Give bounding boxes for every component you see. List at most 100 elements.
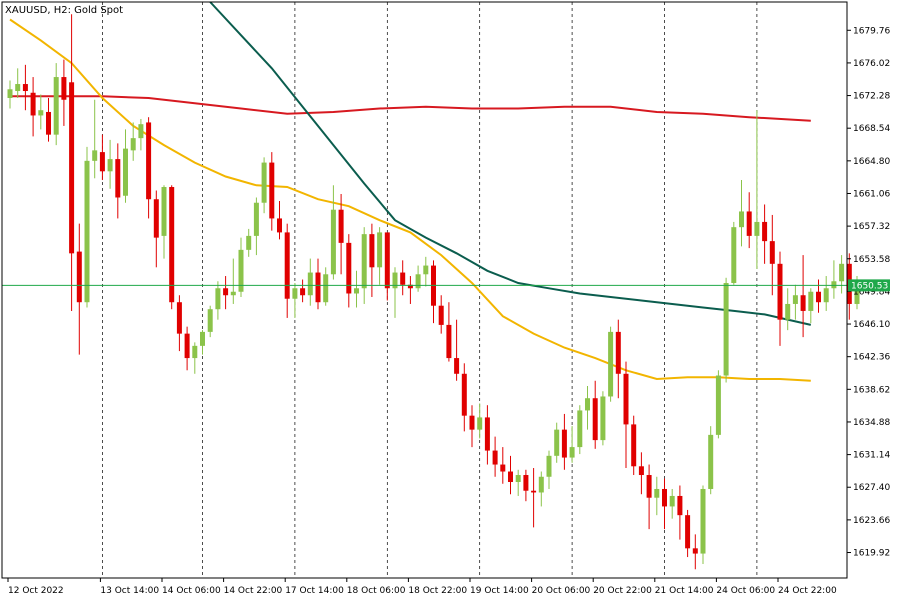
candle [715, 370, 721, 439]
candle-body [223, 288, 229, 296]
candle-body [315, 272, 321, 303]
candle [223, 276, 229, 310]
candle [538, 471, 544, 507]
candle [169, 185, 175, 310]
candle [692, 534, 698, 570]
candle-body [446, 324, 452, 359]
candle [230, 258, 236, 304]
candle-body [569, 447, 575, 458]
candle [592, 380, 598, 449]
candle-body [354, 288, 359, 294]
candle [76, 223, 82, 355]
current-price-label: 1650.53 [851, 281, 888, 291]
candle [300, 279, 306, 303]
candle [508, 455, 513, 495]
candle [354, 270, 359, 308]
candle-body [554, 429, 560, 456]
candle [15, 68, 21, 98]
candle-body [484, 417, 490, 451]
candle [153, 190, 159, 268]
candle [269, 152, 275, 231]
candle [677, 485, 683, 540]
candle-body [215, 288, 221, 310]
candle-body [823, 288, 829, 303]
candle [192, 342, 198, 374]
candle-body [538, 476, 544, 493]
x-tick-label: 14 Oct 22:00 [224, 586, 283, 596]
candle-body [739, 211, 744, 228]
candle [92, 99, 98, 179]
candle-body [92, 150, 98, 161]
candle-body [831, 281, 837, 289]
y-tick-label: 1661.06 [853, 189, 890, 199]
candle-body [300, 288, 306, 296]
candle [323, 267, 329, 306]
candle-body [115, 159, 121, 198]
candle-body [192, 345, 198, 359]
candle [438, 295, 444, 334]
candle-body [261, 162, 267, 203]
candle [146, 117, 152, 219]
candle [53, 63, 59, 146]
candle-body [230, 291, 236, 296]
candle-body [816, 291, 821, 303]
candle-body [284, 232, 290, 299]
candle-body [38, 110, 44, 116]
candle-body [146, 122, 152, 200]
candle [708, 426, 714, 495]
candle [38, 94, 44, 130]
candle-body [384, 232, 390, 289]
candle-body [762, 221, 768, 242]
candle [762, 204, 768, 264]
candle-body [130, 138, 136, 151]
candle-body [839, 263, 845, 282]
candle [777, 251, 783, 346]
candle-body [153, 199, 159, 238]
candle [200, 330, 205, 355]
y-tick-label: 1653.58 [853, 255, 890, 265]
x-tick-label: 13 Oct 14:00 [100, 586, 159, 596]
x-tick-label: 17 Oct 14:00 [285, 586, 344, 596]
candle-body [677, 495, 683, 516]
candle [253, 197, 259, 256]
candle [484, 405, 490, 465]
candle [839, 255, 845, 294]
candle-body [638, 466, 644, 476]
y-tick-label: 1679.76 [853, 26, 890, 36]
candle [292, 283, 298, 318]
candle [523, 469, 529, 502]
chart-title: XAUUSD, H2: Gold Spot [5, 5, 123, 16]
candle-body [808, 291, 814, 311]
candle [123, 129, 128, 203]
candle [638, 452, 644, 495]
candle [277, 200, 282, 240]
candle-body [800, 295, 806, 311]
candle-body [623, 373, 629, 425]
candle [115, 143, 121, 219]
candle-body [330, 209, 336, 275]
candle [585, 386, 590, 430]
candle [615, 319, 621, 399]
candle-body [492, 450, 498, 465]
candle [646, 464, 652, 530]
plot-frame [1, 1, 848, 579]
candle [669, 488, 675, 519]
candle [307, 258, 313, 306]
candle-body [277, 218, 282, 233]
candle [61, 59, 67, 126]
candle-body [592, 398, 598, 441]
candle-body [669, 495, 675, 507]
candle [577, 405, 583, 455]
candle-body [423, 265, 429, 275]
candle-body [323, 274, 329, 303]
y-tick-label: 1664.80 [853, 157, 890, 167]
candle [731, 221, 737, 285]
candle [407, 276, 413, 304]
x-tick-label: 19 Oct 14:00 [470, 586, 529, 596]
candle-body [238, 249, 244, 292]
candle-body [107, 159, 113, 172]
candle [808, 288, 814, 324]
candle-body [769, 241, 775, 264]
